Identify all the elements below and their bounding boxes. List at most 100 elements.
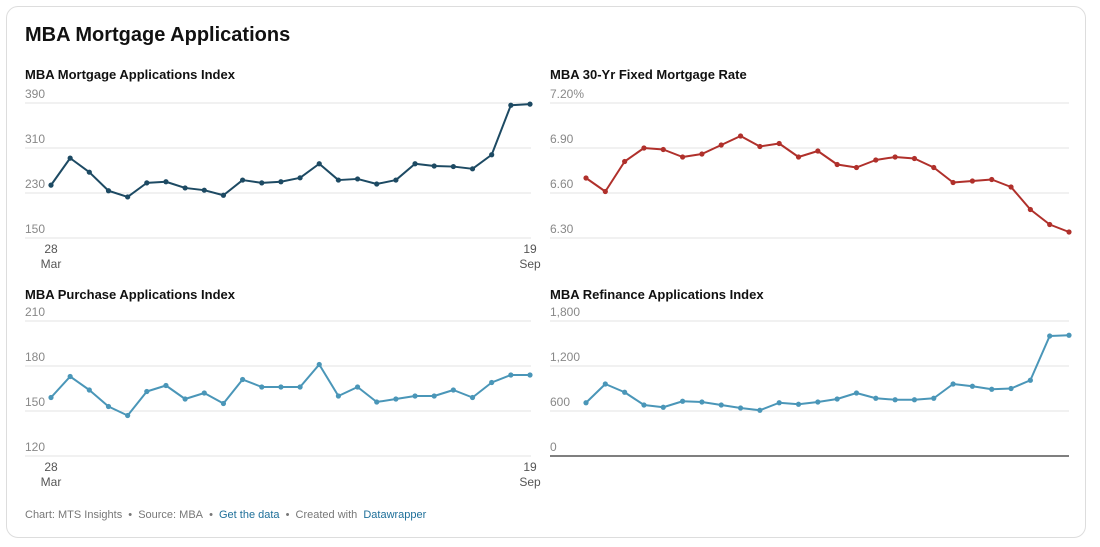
y-tick-label: 600 <box>550 395 570 409</box>
point <box>144 388 150 395</box>
point <box>67 373 73 380</box>
point <box>1008 385 1014 392</box>
point <box>1027 377 1033 383</box>
point <box>489 152 495 158</box>
point <box>737 133 744 139</box>
point <box>125 194 131 200</box>
point <box>220 400 227 407</box>
point <box>182 185 188 191</box>
chart: MBA Mortgage Applications MBA Mortgage A… <box>25 24 1072 457</box>
point <box>297 175 303 181</box>
point <box>1066 229 1072 235</box>
panel-title: MBA Mortgage Applications Index <box>25 67 236 82</box>
point <box>105 188 112 194</box>
x-tick-label: 28 Mar <box>40 460 62 489</box>
footer-chart: Chart: MTS Insights <box>25 509 123 521</box>
point <box>757 143 763 150</box>
point <box>776 140 782 147</box>
point <box>527 372 533 378</box>
get-data-link[interactable]: Get the data <box>218 509 280 521</box>
point <box>354 176 361 182</box>
y-tick-label: 180 <box>25 350 45 364</box>
point <box>201 390 207 396</box>
y-tick-label: 6.90 <box>550 132 574 146</box>
footer: Chart: MTS Insights • Source: MBA • Get … <box>25 509 429 521</box>
point <box>201 187 207 193</box>
point <box>602 188 608 195</box>
point <box>853 164 860 171</box>
point <box>795 154 802 160</box>
y-tick-label: 7.20% <box>550 87 584 101</box>
point <box>622 389 628 395</box>
panel-title: MBA Refinance Applications Index <box>550 287 764 302</box>
point <box>583 175 589 181</box>
point <box>412 393 418 399</box>
point <box>680 398 686 404</box>
y-tick-label: 1,200 <box>550 350 580 364</box>
point <box>374 399 380 405</box>
point <box>412 161 418 167</box>
page-title: MBA Mortgage Applications <box>25 24 290 46</box>
point <box>718 142 724 148</box>
point <box>602 381 608 387</box>
separator: • <box>209 509 213 521</box>
point <box>1047 333 1053 339</box>
point <box>469 394 476 401</box>
line <box>50 363 530 417</box>
point <box>737 405 744 411</box>
point <box>105 403 112 410</box>
point <box>240 376 246 383</box>
y-tick-label: 150 <box>25 222 45 236</box>
point <box>699 399 705 405</box>
point <box>641 402 647 408</box>
point <box>1008 184 1014 190</box>
point <box>911 397 918 403</box>
point <box>1066 332 1072 338</box>
point <box>220 192 227 198</box>
y-tick-label: 210 <box>25 305 45 319</box>
point <box>527 101 533 107</box>
point <box>873 157 879 163</box>
point <box>1027 206 1033 213</box>
datawrapper-link[interactable]: Datawrapper <box>363 509 427 521</box>
point <box>911 155 918 162</box>
point <box>950 179 956 186</box>
x-tick-label: 28 Mar <box>40 242 62 271</box>
y-tick-label: 0 <box>550 440 557 454</box>
point <box>680 154 686 160</box>
point <box>354 384 361 390</box>
point <box>873 395 879 401</box>
separator: • <box>128 509 133 521</box>
point <box>718 402 724 408</box>
line <box>585 135 1070 233</box>
point <box>834 396 840 402</box>
y-tick-label: 390 <box>25 87 45 101</box>
point <box>259 384 265 390</box>
point <box>450 163 456 170</box>
point <box>834 161 840 168</box>
x-tick-label: 19 Sep <box>519 242 541 271</box>
footer-created: Created with <box>295 509 358 521</box>
y-tick-label: 310 <box>25 132 45 146</box>
point <box>431 163 437 169</box>
point <box>297 384 303 390</box>
point <box>144 180 150 186</box>
y-tick-label: 120 <box>25 440 45 454</box>
point <box>989 386 995 392</box>
point <box>335 393 341 399</box>
point <box>431 393 437 399</box>
point <box>815 399 821 405</box>
point <box>489 379 495 386</box>
point <box>182 396 188 402</box>
point <box>989 176 995 183</box>
point <box>892 397 898 403</box>
point <box>86 387 92 393</box>
point <box>508 102 514 108</box>
point <box>316 161 322 167</box>
point <box>163 179 169 185</box>
point <box>853 390 860 396</box>
point <box>969 178 976 184</box>
point <box>622 158 628 165</box>
point <box>374 181 380 187</box>
point <box>815 148 821 154</box>
